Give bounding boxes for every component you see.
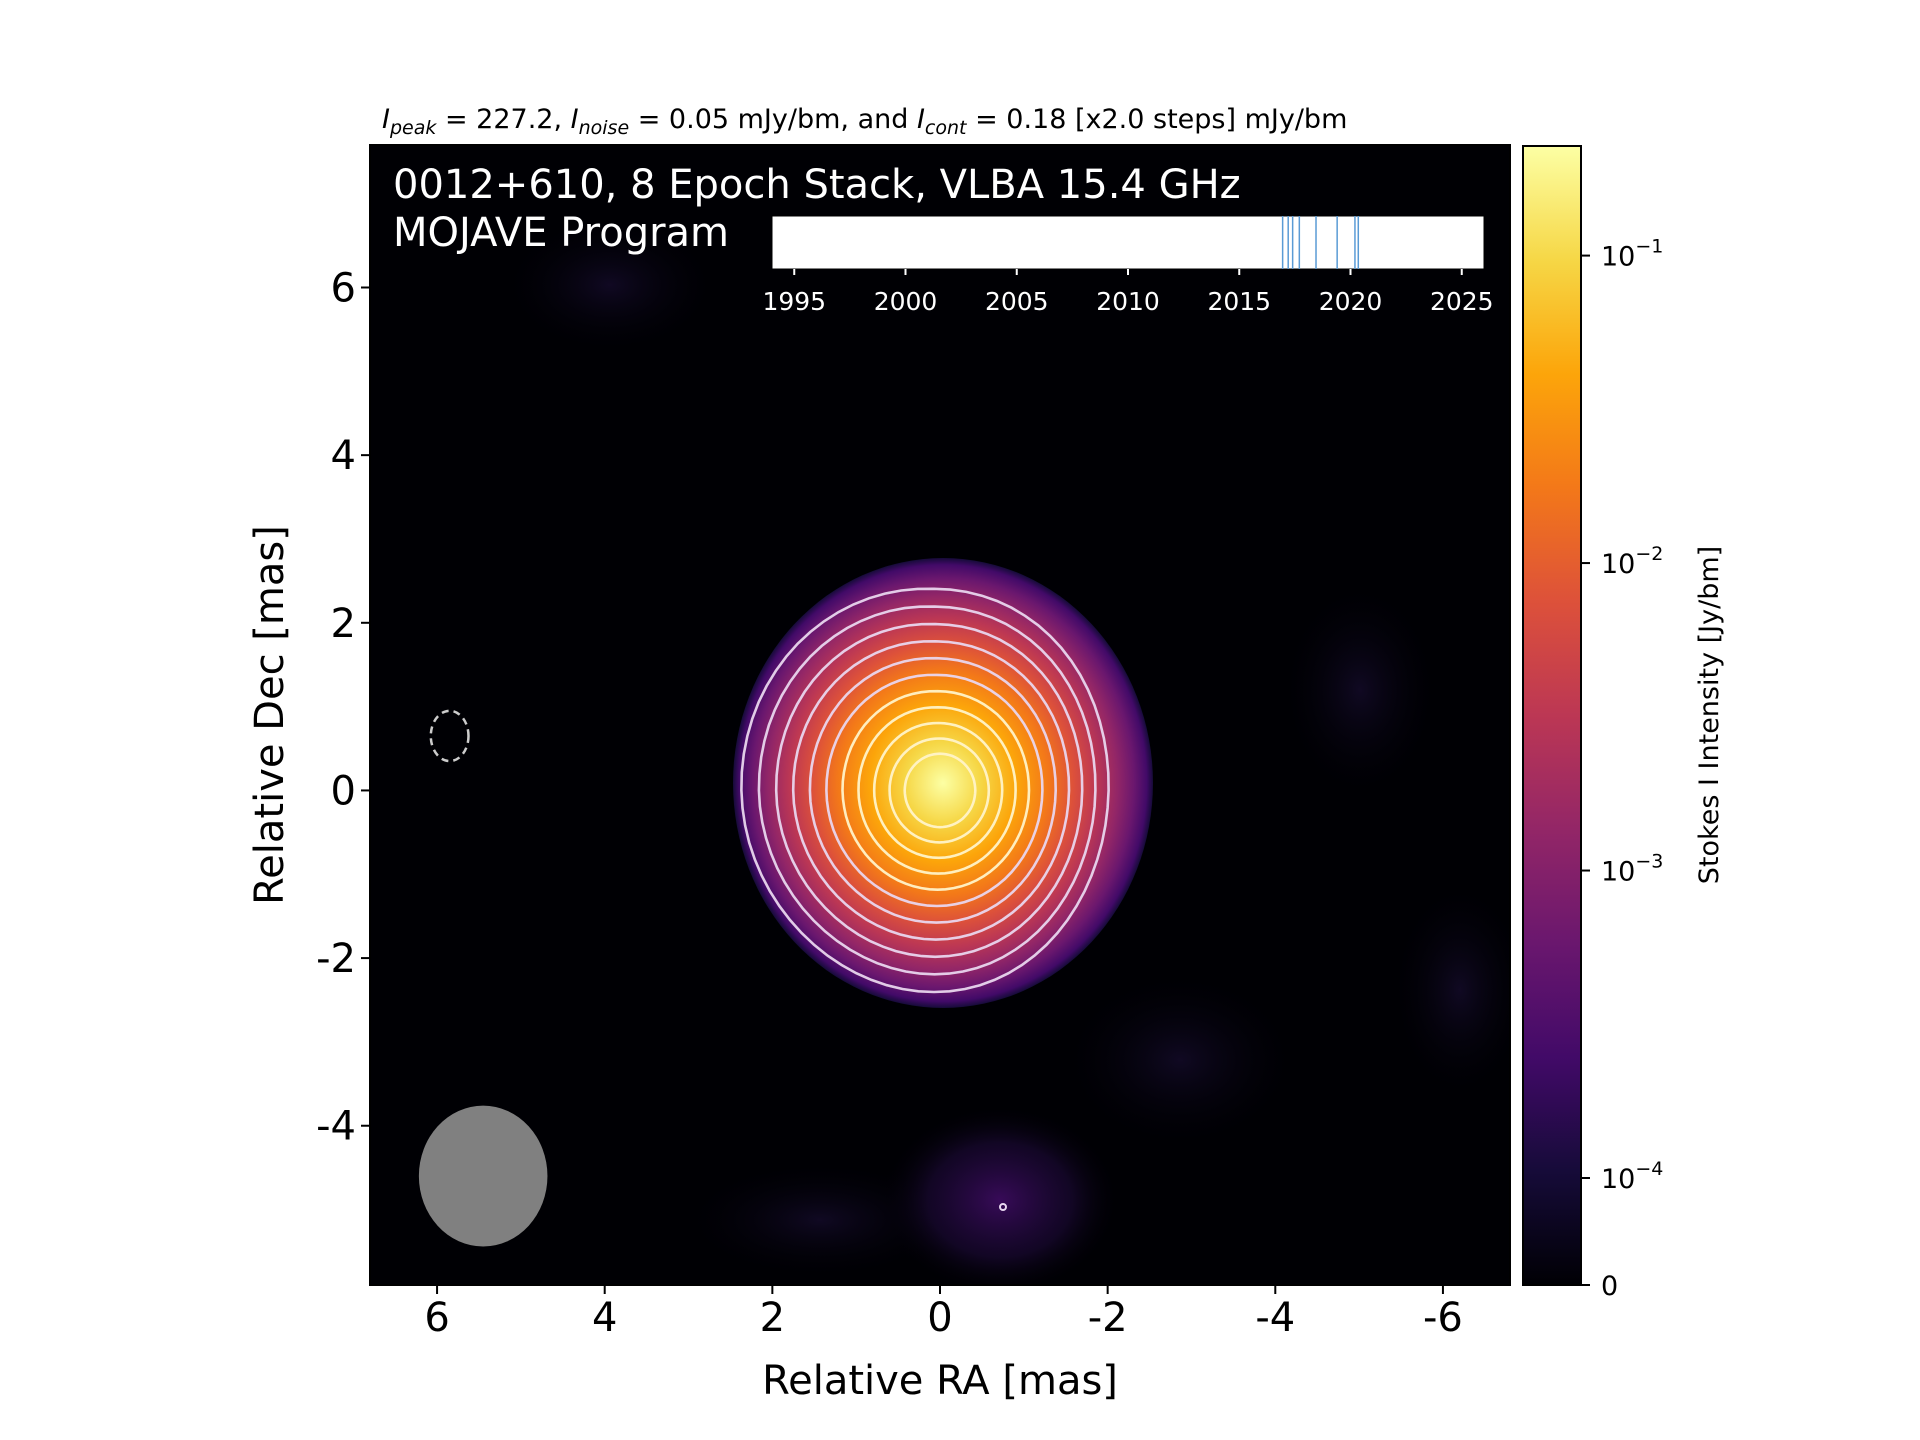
epoch-timeline: 1995 2000 2005 2010 2015 2020 2025	[762, 215, 1494, 316]
contour-level	[808, 656, 1058, 924]
contour-level	[774, 622, 1084, 959]
restoring-beam	[418, 1105, 548, 1247]
faint-emission	[1390, 880, 1510, 1100]
colorbar-tick-label: 10−2	[1601, 543, 1663, 580]
contour-level	[825, 673, 1044, 908]
contour-level	[903, 752, 977, 829]
program-title: MOJAVE Program	[393, 210, 729, 256]
contour-level	[872, 721, 1004, 860]
colorbar-gradient	[1522, 145, 1582, 1286]
image-emission	[500, 215, 1510, 1285]
x-tick-label: -4	[1255, 1295, 1295, 1341]
colorbar: 0 10−4 10−3 10−2 10−1 Stokes I Intensity [Jy…	[1522, 145, 1725, 1302]
contour-level	[757, 605, 1097, 976]
timeline-tick-label: 2025	[1430, 287, 1494, 316]
contour-level	[791, 639, 1071, 941]
x-tick-label: 4	[592, 1295, 617, 1341]
timeline-tick-label: 2005	[985, 287, 1049, 316]
colorbar-label: Stokes I Intensity [Jy/bm]	[1694, 546, 1725, 884]
image-panel: 0012+610, 8 Epoch Stack, VLBA 15.4 GHz M…	[369, 144, 1511, 1286]
southern-blob	[880, 1105, 1120, 1285]
contour-level	[841, 689, 1031, 892]
y-tick-label: 2	[331, 601, 356, 647]
contour-level	[888, 737, 991, 844]
colorbar-tick-label: 10−1	[1601, 236, 1663, 273]
colorbar-tick-label: 10−3	[1601, 851, 1663, 888]
faint-emission	[500, 215, 720, 355]
y-axis-ticks: -4 -2 0 2 4 6	[316, 266, 370, 1150]
y-tick-label: 4	[331, 433, 356, 479]
timeline-tick-label: 2000	[874, 287, 938, 316]
timeline-box	[771, 215, 1485, 270]
timeline-tick-label: 2015	[1207, 287, 1271, 316]
dashed-ellipse-marker	[429, 709, 470, 763]
colorbar-ticks: 0 10−4 10−3 10−2 10−1	[1581, 236, 1663, 1302]
contour-level	[740, 587, 1110, 994]
x-axis-ticks: 6 4 2 0 -2 -4 -6	[424, 1285, 1463, 1341]
timeline-ticks: 1995 2000 2005 2010 2015 2020 2025	[762, 269, 1494, 316]
header-stats: Ipeak = 227.2, Inoise = 0.05 mJy/bm, and…	[382, 104, 1347, 139]
x-tick-label: 6	[424, 1295, 449, 1341]
timeline-tick-label: 2020	[1319, 287, 1383, 316]
faint-emission	[1280, 580, 1440, 800]
contour-level	[857, 705, 1017, 875]
contours	[740, 587, 1110, 994]
timeline-tick-label: 1995	[762, 287, 826, 316]
x-tick-label: 2	[760, 1295, 785, 1341]
colorbar-tick-label: 10−4	[1601, 1158, 1663, 1195]
x-tick-label: -6	[1423, 1295, 1463, 1341]
timeline-tick-label: 2010	[1096, 287, 1160, 316]
x-tick-label: 0	[927, 1295, 952, 1341]
y-tick-label: -2	[316, 936, 356, 982]
y-tick-label: 0	[331, 768, 356, 814]
colorbar-tick-label: 0	[1601, 1271, 1618, 1302]
small-contour-blob	[999, 1203, 1007, 1211]
y-axis-label: Relative Dec [mas]	[247, 525, 293, 905]
y-tick-label: 6	[331, 266, 356, 312]
faint-emission	[1060, 970, 1300, 1150]
x-axis-label: Relative RA [mas]	[762, 1358, 1118, 1404]
epoch-lines	[1281, 216, 1360, 269]
x-tick-label: -2	[1088, 1295, 1128, 1341]
y-tick-label: -4	[316, 1104, 356, 1150]
source-title: 0012+610, 8 Epoch Stack, VLBA 15.4 GHz	[393, 162, 1241, 208]
